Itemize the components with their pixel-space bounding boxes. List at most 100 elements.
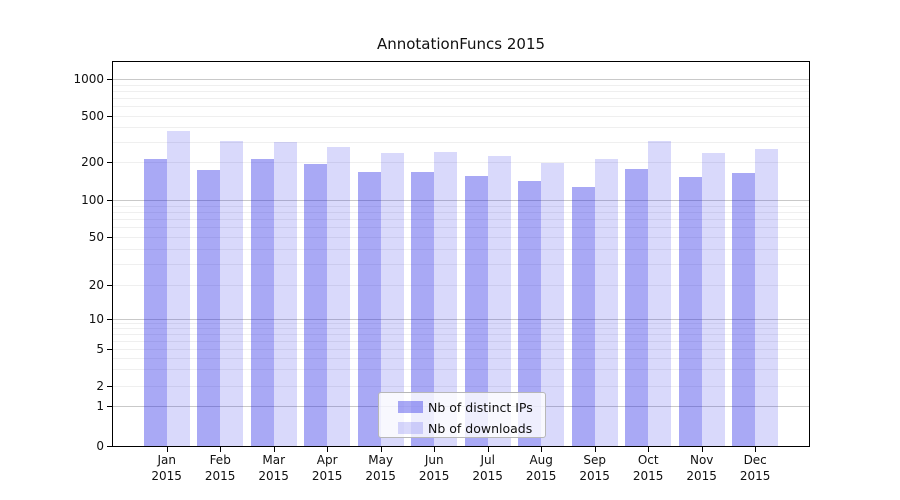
x-tick-year: 2015 [686,469,717,483]
x-tick-mark [167,447,168,452]
gridline [113,141,809,143]
gridline [113,284,809,286]
x-tick-mark [327,447,328,452]
x-tick-year: 2015 [365,469,396,483]
y-tick-label: 2 [96,379,104,393]
x-tick-label: Apr 2015 [292,452,362,484]
legend-label-downloads: Nb of downloads [428,420,533,436]
x-tick-month: Apr [316,453,338,467]
x-tick-month: Aug [529,453,553,467]
legend-swatch-downloads [398,422,423,434]
x-tick-month: May [368,453,394,467]
chart-title: AnnotationFuncs 2015 [376,35,546,53]
bar-downloads-apr [327,147,351,446]
y-tick-label: 1000 [73,72,104,86]
bar-distinct-ips-feb [197,169,221,446]
gridline [113,90,809,92]
gridline [113,227,809,229]
x-tick-mark [434,447,435,452]
x-tick-month: Jun [424,453,444,467]
y-tick-mark [107,284,112,286]
gridline [113,369,809,371]
legend: Nb of distinct IPs Nb of downloads [378,392,546,438]
bar-distinct-ips-apr [304,164,328,446]
x-tick-label: Oct 2015 [613,452,683,484]
x-tick-year: 2015 [151,469,182,483]
gridline [113,323,809,325]
gridline [113,127,809,129]
x-tick-year: 2015 [311,469,343,483]
bar-downloads-sep [594,159,618,446]
x-tick-month: Jul [480,453,495,467]
x-tick-mark [541,447,542,452]
bar-downloads-nov [701,152,725,446]
x-tick-year: 2015 [418,469,450,483]
y-tick-mark [107,79,112,80]
y-tick-mark [107,200,112,201]
x-tick-year: 2015 [632,469,664,483]
y-tick-mark [107,386,112,387]
x-tick-mark [488,447,489,452]
x-tick-label: Dec 2015 [720,452,790,484]
x-tick-mark [595,447,596,452]
bar-distinct-ips-oct [625,168,649,446]
bar-distinct-ips-nov [678,177,702,446]
bar-downloads-oct [648,140,672,446]
bar-distinct-ips-jul [464,175,488,446]
bar-distinct-ips-aug [518,180,542,446]
x-tick-year: 2015 [204,469,236,483]
x-tick-year: 2015 [525,469,557,483]
y-tick-mark [107,237,112,238]
gridline [113,162,809,163]
gridline [113,84,809,86]
plot-area [112,61,810,447]
gridline [113,248,809,250]
y-tick-mark [107,318,112,320]
y-tick-mark [107,406,112,407]
gridline [113,334,809,335]
x-tick-mark [702,447,703,452]
y-tick-label: 200 [81,155,104,169]
legend-item-distinct-ips: Nb of distinct IPs [398,401,533,414]
gridline [113,263,809,265]
gridline [113,98,809,99]
bar-distinct-ips-dec [732,172,756,446]
y-tick-label: 1 [96,399,104,413]
x-tick-month: Oct [637,453,659,467]
bar-distinct-ips-mar [250,158,274,446]
legend-swatch-distinct-ips [398,401,423,413]
y-tick-label: 500 [81,109,104,123]
gridline [113,318,809,320]
y-tick-mark [107,162,112,163]
x-tick-year: 2015 [258,469,289,483]
x-tick-mark [274,447,275,452]
x-tick-month: Feb [209,453,231,467]
gridline [113,106,809,108]
x-tick-mark [648,447,649,452]
x-tick-year: 2015 [739,469,771,483]
x-tick-label: Jul 2015 [453,452,523,484]
x-tick-year: 2015 [579,469,610,483]
x-tick-mark [220,447,221,452]
x-tick-year: 2015 [472,469,503,483]
y-tick-label: 0 [96,439,104,453]
x-tick-label: Jun 2015 [399,452,469,484]
x-tick-month: Mar [262,453,285,467]
x-tick-label: Mar 2015 [239,452,309,484]
y-tick-mark [107,446,112,447]
x-tick-label: Sep 2015 [560,452,630,484]
x-tick-month: Jan [157,453,176,467]
x-tick-label: Jan 2015 [132,452,202,484]
x-tick-mark [381,447,382,452]
bar-downloads-jun [434,151,458,446]
bar-downloads-mar [273,141,297,446]
gridline [113,357,809,359]
gridline [113,211,809,213]
bar-downloads-dec [755,148,779,446]
y-tick-label: 100 [81,193,104,207]
x-tick-label: May 2015 [346,452,416,484]
gridline [113,328,809,330]
bar-distinct-ips-may [357,171,381,446]
bar-distinct-ips-jun [411,172,435,446]
x-tick-label: Feb 2015 [185,452,255,484]
